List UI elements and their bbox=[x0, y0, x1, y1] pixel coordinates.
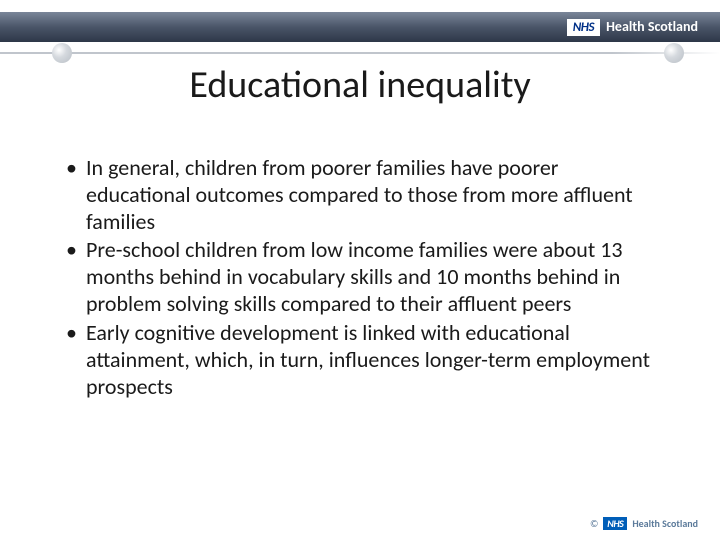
nhs-badge: NHS bbox=[567, 19, 600, 36]
footer-nhs-badge: NHS bbox=[603, 517, 627, 530]
bullet-list: In general, children from poorer familie… bbox=[60, 155, 660, 400]
list-item: In general, children from poorer familie… bbox=[60, 155, 660, 235]
content-area: In general, children from poorer familie… bbox=[60, 155, 660, 402]
footer-logo: © NHS Health Scotland bbox=[590, 517, 698, 530]
header-band: NHS Health Scotland bbox=[0, 12, 720, 42]
copyright-symbol: © bbox=[590, 517, 598, 530]
list-item: Pre-school children from low income fami… bbox=[60, 237, 660, 317]
decor-dot-right bbox=[664, 43, 684, 63]
footer-brand-text: Health Scotland bbox=[632, 517, 698, 530]
decor-line bbox=[0, 52, 720, 54]
list-item: Early cognitive development is linked wi… bbox=[60, 320, 660, 400]
slide-title: Educational inequality bbox=[0, 62, 720, 108]
header-brand-text: Health Scotland bbox=[606, 18, 698, 35]
decor-dot-left bbox=[52, 43, 72, 63]
header-logo: NHS Health Scotland bbox=[567, 18, 698, 36]
